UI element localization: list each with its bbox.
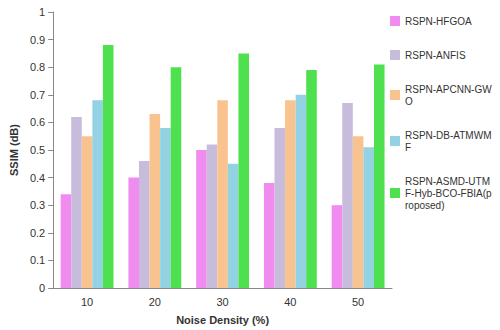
svg-text:RSPN-ASMD-UTM: RSPN-ASMD-UTM (405, 176, 490, 187)
svg-text:Noise Density (%): Noise Density (%) (176, 314, 269, 326)
svg-text:10: 10 (81, 296, 93, 308)
svg-text:0.1: 0.1 (30, 254, 45, 266)
svg-text:RSPN-ANFIS: RSPN-ANFIS (405, 50, 466, 61)
svg-text:roposed): roposed) (405, 200, 444, 211)
svg-text:40: 40 (284, 296, 296, 308)
svg-text:20: 20 (149, 296, 161, 308)
svg-text:0.3: 0.3 (30, 199, 45, 211)
svg-text:1: 1 (39, 6, 45, 18)
svg-text:50: 50 (352, 296, 364, 308)
svg-text:0.2: 0.2 (30, 227, 45, 239)
svg-text:0: 0 (39, 282, 45, 294)
svg-text:30: 30 (216, 296, 228, 308)
svg-text:0.5: 0.5 (30, 144, 45, 156)
svg-text:0.4: 0.4 (30, 172, 45, 184)
svg-text:0.6: 0.6 (30, 116, 45, 128)
svg-text:F: F (405, 142, 411, 153)
svg-text:0.8: 0.8 (30, 61, 45, 73)
svg-text:SSIM (dB): SSIM (dB) (8, 124, 20, 176)
svg-text:RSPN-DB-ATMWM: RSPN-DB-ATMWM (405, 130, 491, 141)
svg-text:0.7: 0.7 (30, 89, 45, 101)
svg-text:0.9: 0.9 (30, 34, 45, 46)
svg-text:O: O (405, 96, 413, 107)
svg-text:F-Hyb-BCO-FBIA(p: F-Hyb-BCO-FBIA(p (405, 188, 492, 199)
svg-text:RSPN-HFGOA: RSPN-HFGOA (405, 16, 472, 27)
svg-text:RSPN-APCNN-GW: RSPN-APCNN-GW (405, 84, 492, 95)
